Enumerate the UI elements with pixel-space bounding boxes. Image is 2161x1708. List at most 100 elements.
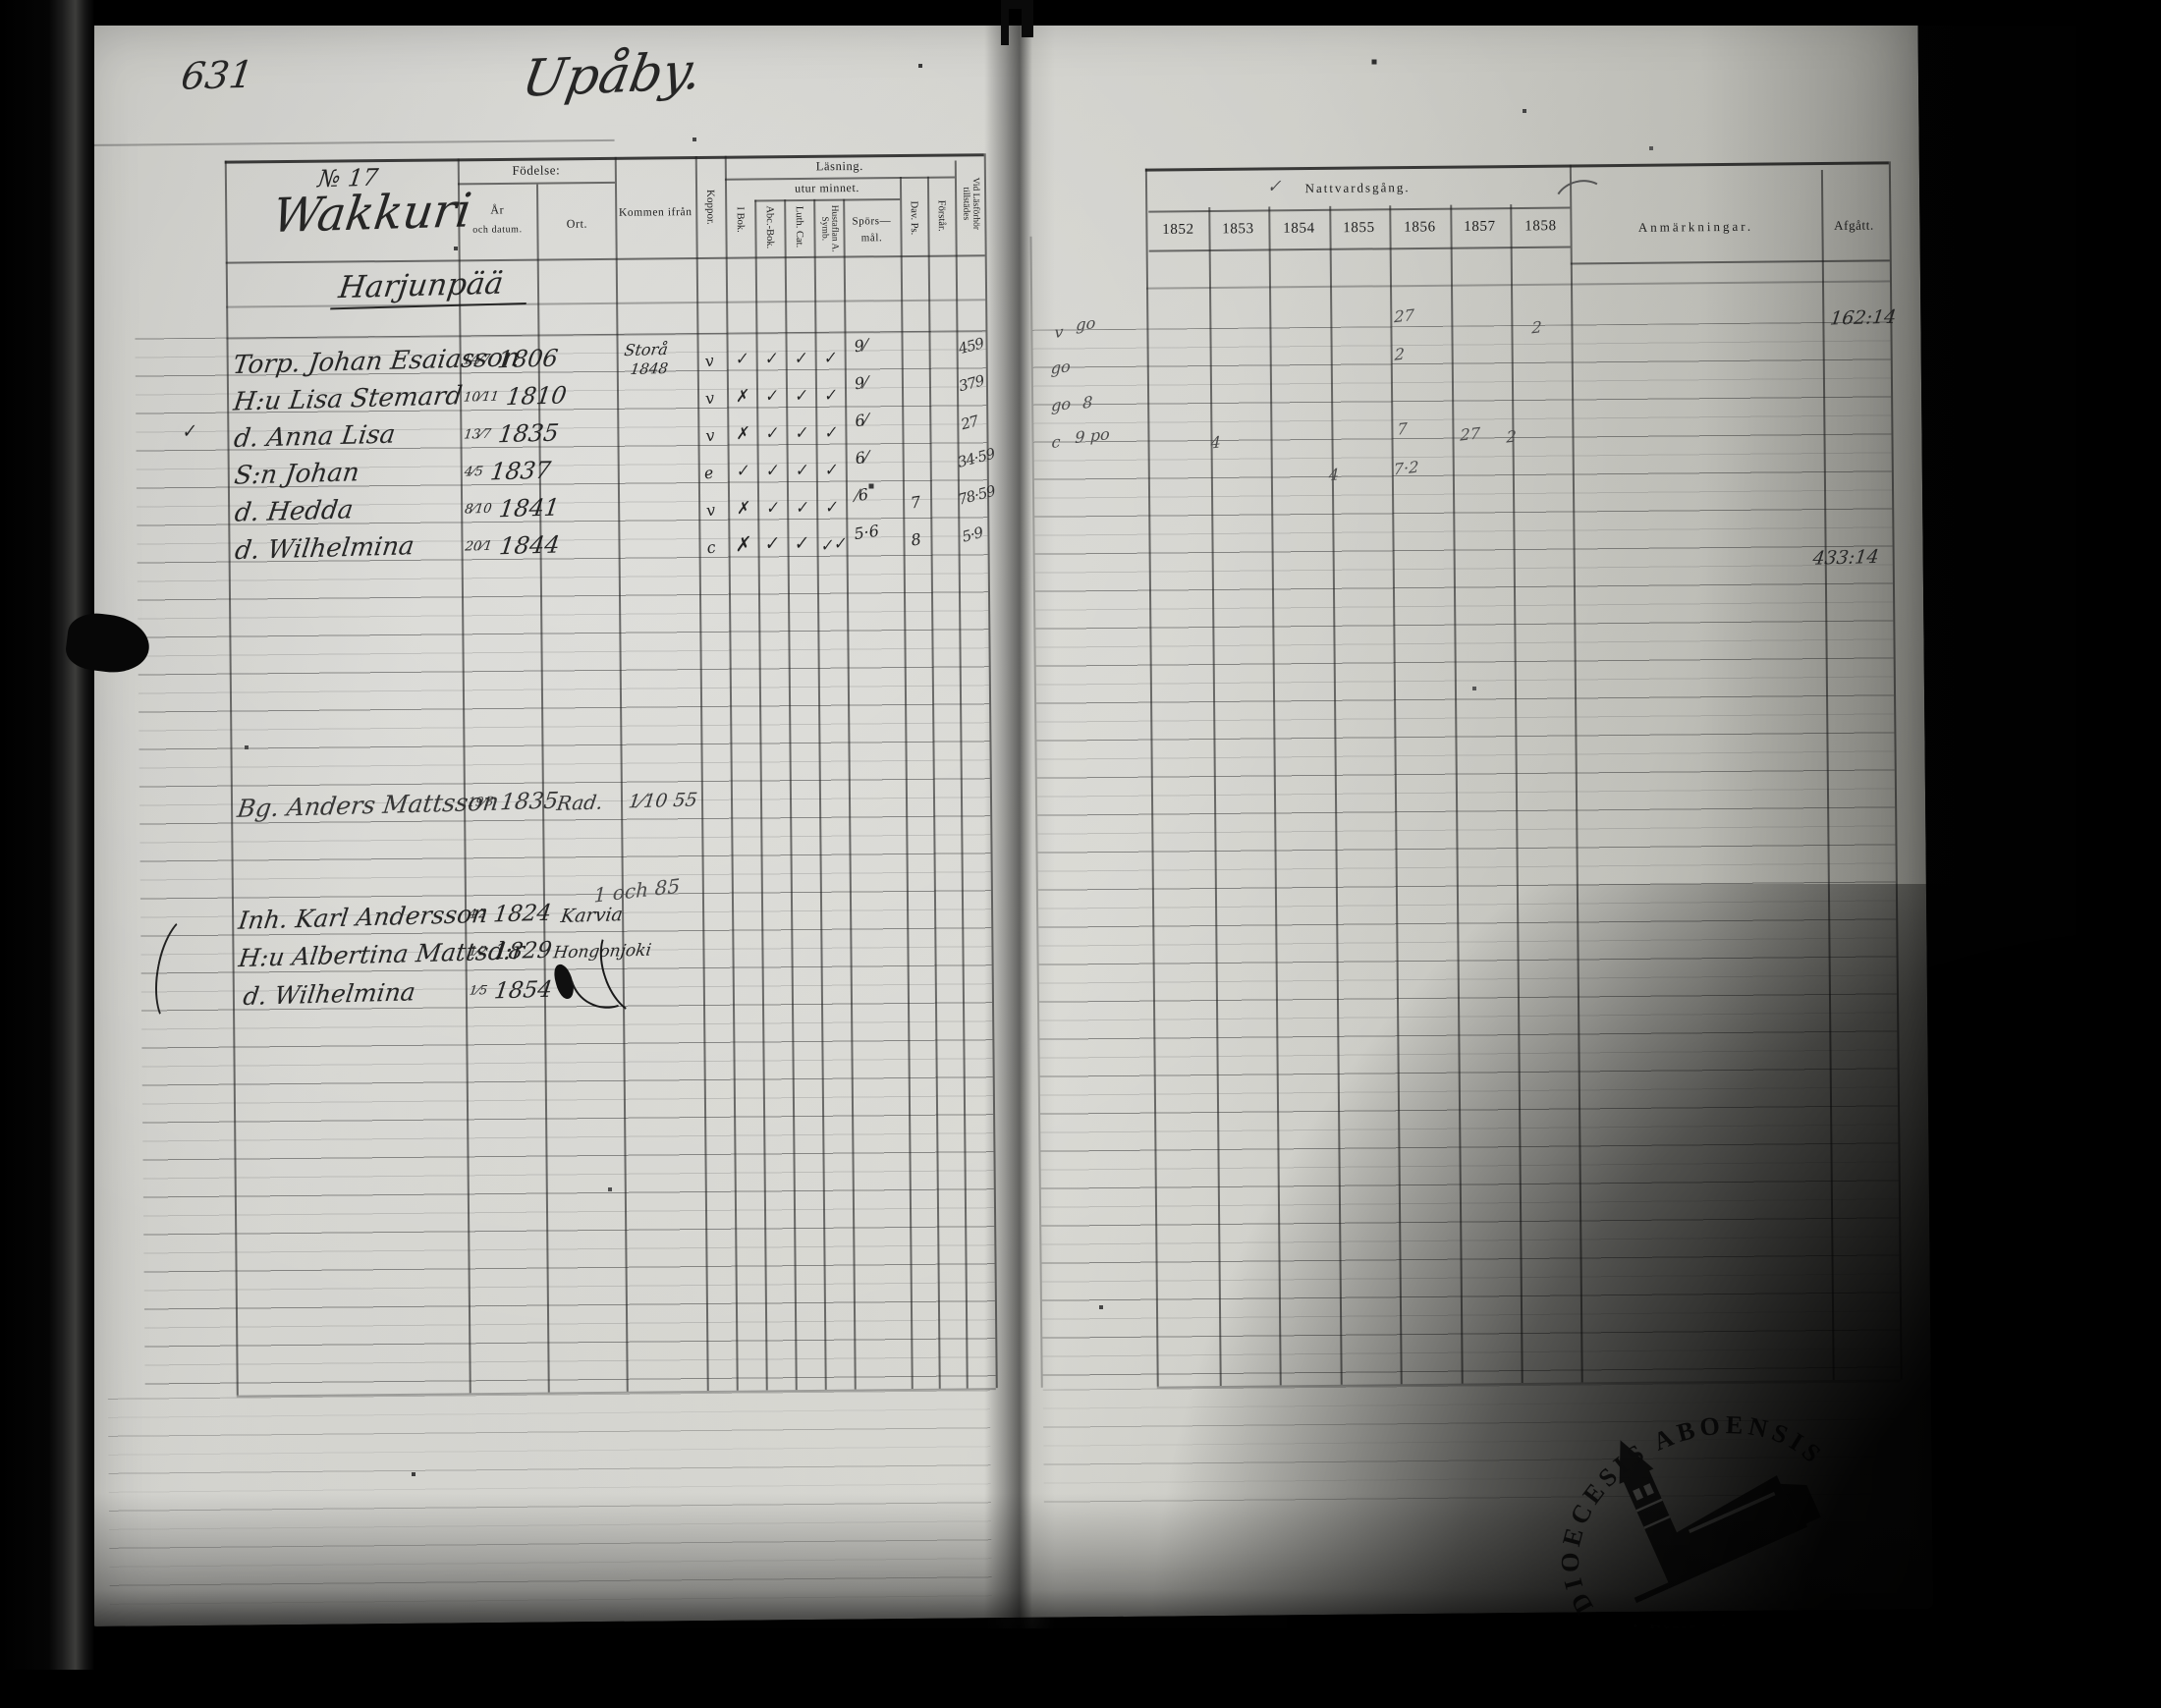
reading-mark: ✓: [822, 496, 839, 518]
birth-year: 1844: [497, 530, 562, 561]
birth-frac: 10⁄11: [462, 389, 500, 406]
year-header: 1857: [1464, 218, 1496, 236]
header-vid-lasforhor: Vid Läsförhör tillstädes: [961, 177, 981, 231]
reading-mark: ✗: [734, 422, 750, 444]
birth-frac: 19⁄3: [467, 793, 495, 809]
birth-frac: 1⁄2: [468, 943, 488, 959]
reading-mark: ✓: [733, 348, 749, 369]
reading-mark: ✓: [793, 497, 809, 518]
birth-date: 20⁄1 1844: [464, 530, 562, 562]
reading-mark: 6⁄: [854, 447, 869, 468]
reading-mark: 5·6: [853, 521, 881, 544]
birth-date: 1⁄2 1829: [468, 938, 554, 965]
birth-date: 10⁄11 1810: [462, 381, 569, 412]
birth-date: 13⁄7 1835: [462, 419, 560, 450]
kommen-entry: 1⁄10 55: [627, 789, 699, 813]
dust-specks: [0, 0, 2, 2]
reading-mark: ✓: [821, 384, 838, 406]
communion-mark: 4: [1210, 432, 1222, 453]
communion-mark: 2: [1531, 317, 1542, 338]
birth-year: 1806: [495, 344, 560, 374]
header-i-bok: I Bok.: [734, 206, 746, 233]
reading-mark: ✓: [762, 532, 781, 556]
reading-mark: ✓: [792, 348, 808, 368]
birth-year: 1810: [504, 381, 569, 412]
reading-mark: ✓: [792, 385, 808, 406]
header-ar-datum: och datum.: [472, 224, 523, 236]
person-name: d. Wilhelmina: [241, 977, 417, 1012]
year-header: 1852: [1162, 221, 1194, 238]
birth-date: 1⁄5 1854: [468, 977, 554, 1005]
header-hustaflan: Hustaflan A. Symb.: [819, 204, 840, 252]
header-forstar: Förstår.: [935, 199, 947, 232]
scanned-book-photo: Födelse: År och datum. Ort. Kommen ifrån…: [0, 0, 2161, 1673]
person-name: d. Anna Lisa: [232, 419, 398, 455]
reading-mark: 9⁄: [853, 335, 868, 357]
reading-mark: ✗: [732, 532, 751, 557]
header-ar: År: [490, 202, 505, 217]
birth-frac: 20⁄1: [464, 538, 493, 555]
birth-frac: 8⁄10: [464, 501, 493, 518]
communion-mark: 2: [1506, 426, 1517, 447]
communion-mark: 27: [1460, 423, 1481, 445]
year-header: 1855: [1343, 219, 1375, 237]
person-name: d. Wilhelmina: [233, 531, 416, 567]
reading-mark: ✓: [762, 348, 779, 369]
header-dav-ps: Dav. Ps.: [908, 200, 919, 236]
black-frame-bottom: [0, 1628, 2161, 1670]
margin-check-mark: ✓: [179, 420, 197, 444]
book-spine-edge: [0, 0, 94, 1670]
header-kommen: Kommen ifrån: [618, 206, 693, 219]
birth-year: 1835: [498, 788, 560, 816]
communion-mark: ✓: [1266, 176, 1282, 198]
page-clamp-rod: [1022, 0, 1033, 37]
reading-mark: 9⁄: [853, 372, 869, 394]
book-gutter-shadow: [984, 24, 1055, 1634]
reading-mark: ✓: [763, 460, 780, 481]
reading-mark: ✗: [734, 497, 750, 519]
header-sporsmal-1: Spörs—: [852, 215, 892, 228]
year-header: 1856: [1404, 219, 1436, 236]
communion-mark: 7: [1397, 418, 1408, 439]
birth-date: 14⁄7 1806: [462, 345, 560, 375]
header-lasning: Läsning.: [815, 158, 863, 174]
year-header: 1853: [1222, 221, 1254, 238]
header-ort: Ort.: [566, 216, 588, 231]
reading-mark: ✓: [793, 422, 809, 443]
birth-year: 1837: [488, 456, 553, 486]
reading-mark: ✓: [763, 497, 780, 519]
birth-frac: 4⁄2: [468, 906, 488, 921]
page-title: Upåby.: [518, 41, 706, 109]
communion-mark: 27: [1393, 305, 1414, 327]
black-frame-top: [0, 0, 2161, 26]
communion-mark: go: [1076, 313, 1096, 335]
reading-mark: ✓: [822, 459, 839, 480]
birth-frac: 13⁄7: [463, 426, 492, 443]
reading-mark: 6⁄: [853, 410, 869, 431]
reading-mark: ✓✓: [818, 532, 848, 556]
reading-mark: ✗: [733, 385, 749, 407]
year-header: 1858: [1524, 218, 1557, 235]
communion-mark: 7·2: [1393, 457, 1419, 479]
birth-frac: 14⁄7: [462, 352, 492, 368]
header-utur-minnet: utur minnet.: [795, 180, 860, 195]
header-luth-cat: Luth. Cat.: [793, 205, 805, 248]
group-name: Harjunpää: [330, 264, 531, 310]
birth-frac: 1⁄5: [469, 982, 489, 998]
birth-year: 1854: [492, 976, 554, 1005]
reading-mark: ✓: [821, 347, 838, 368]
person-name: H:u Lisa Stemard: [231, 381, 465, 417]
ort-entry: Rad.: [555, 790, 605, 815]
birth-year: 1824: [491, 900, 553, 928]
header-nattvardsgang: Nattvardsgång.: [1304, 180, 1411, 196]
birth-date: 19⁄3 1835: [466, 789, 560, 817]
header-fodelse: Födelse:: [512, 162, 561, 178]
communion-mark: 2: [1394, 344, 1406, 364]
kommen-entry: 1848: [629, 358, 670, 379]
person-name: d. Hedda: [233, 495, 356, 528]
communion-mark: 4: [1328, 465, 1340, 485]
reading-mark: ⁄6: [854, 484, 870, 506]
header-koppor: Koppor.: [704, 189, 717, 225]
birth-year: 1835: [496, 418, 561, 449]
birth-frac: 4⁄5: [463, 464, 484, 480]
